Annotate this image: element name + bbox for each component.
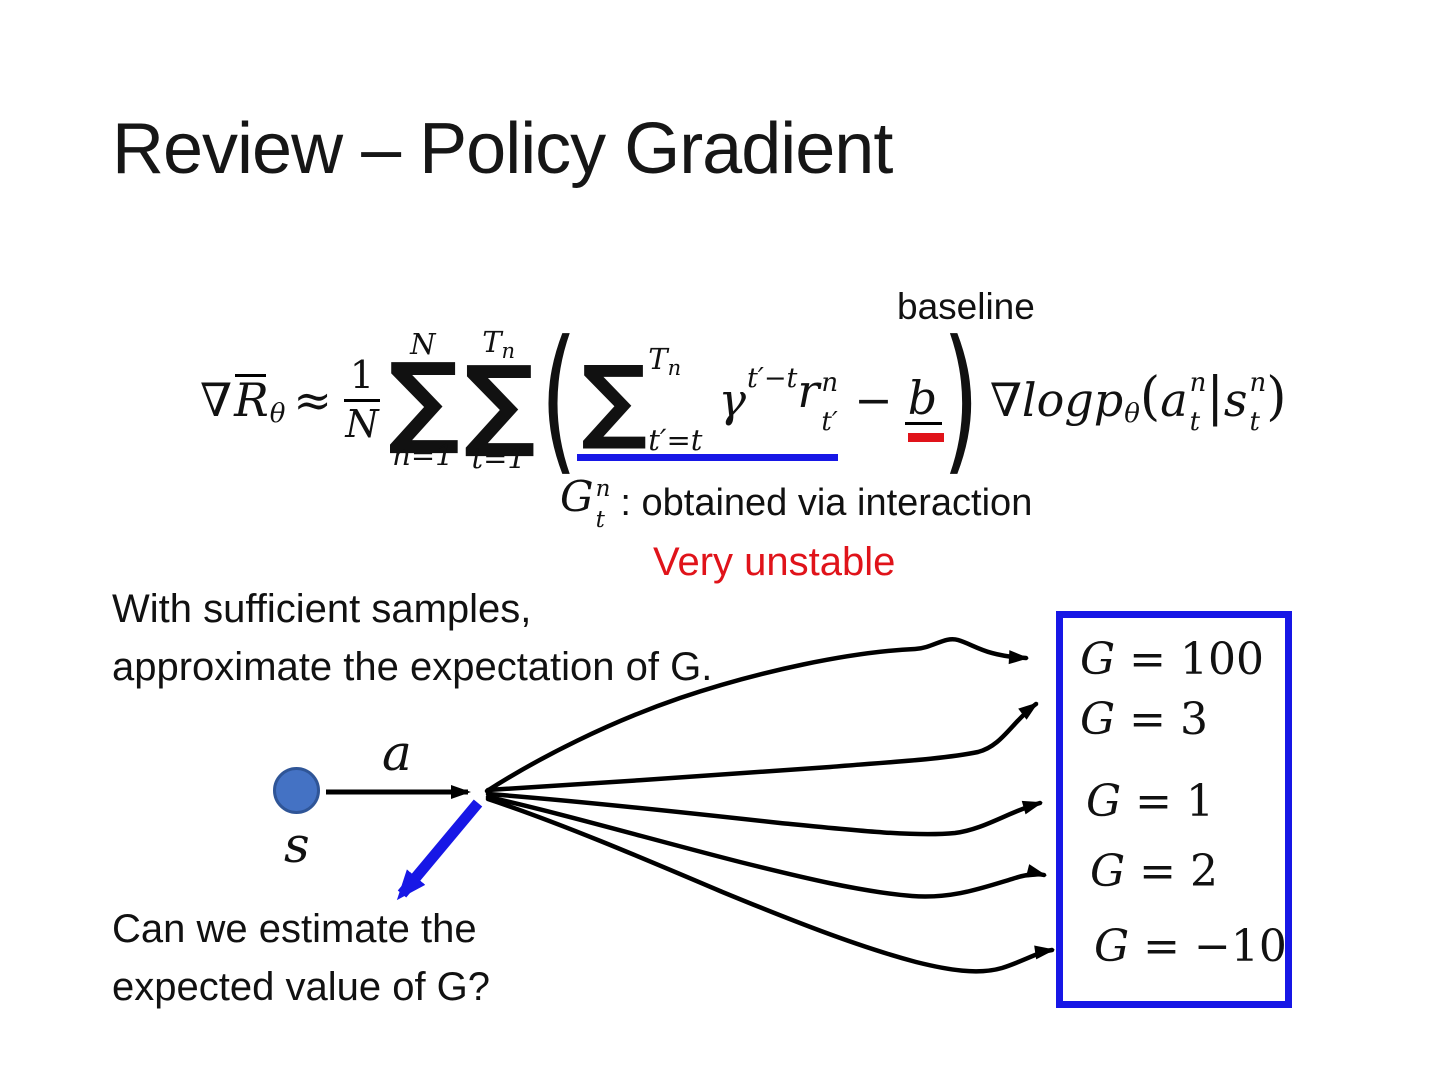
action-label: a bbox=[382, 724, 412, 782]
g-subscript: t bbox=[595, 507, 605, 533]
grad-log-symbol: ∇logp bbox=[989, 373, 1124, 427]
g-return-underlined-group: ∑ Tn t′=t γ t′−t r n t′ bbox=[577, 345, 842, 461]
g-value-row: G = 2 bbox=[1090, 850, 1218, 894]
t-subscript: n bbox=[501, 338, 516, 363]
g-value-row: G = 100 bbox=[1080, 638, 1264, 682]
baseline-label: baseline bbox=[897, 286, 1035, 327]
gradient-lhs: ∇ R θ bbox=[200, 373, 285, 429]
trajectory-path-3 bbox=[485, 791, 1043, 837]
g-symbol: G bbox=[1080, 634, 1116, 685]
sum-n-lower-limit: n=1 bbox=[392, 438, 454, 472]
state-subscript: t bbox=[1249, 406, 1260, 437]
g-symbol: G bbox=[1080, 694, 1116, 745]
gamma-exponent: t′−t bbox=[746, 363, 798, 394]
trajectory-path-2 bbox=[485, 701, 1039, 793]
g-annotation-text: : obtained via interaction bbox=[620, 481, 1033, 524]
g-symbol: G bbox=[1094, 921, 1130, 972]
arg-close-paren: ) bbox=[1266, 367, 1287, 427]
samples-text: With sufficient samples, approximate the… bbox=[112, 580, 712, 696]
t-subscript: n bbox=[667, 356, 682, 380]
question-text: Can we estimate the expected value of G? bbox=[112, 900, 490, 1016]
discount-term: γ t′−t bbox=[718, 363, 797, 427]
policy-gradient-formula: ∇ R θ ≈ 1 N N ∑ n=1 Tn ∑ t=1 ( ∑ Tn t′=t bbox=[200, 316, 1287, 484]
g-value-row: G = 3 bbox=[1080, 698, 1208, 742]
g-value: = 3 bbox=[1129, 694, 1209, 745]
fraction-numerator: 1 bbox=[349, 352, 375, 397]
g-symbol: G bbox=[1090, 846, 1126, 897]
fraction-bar bbox=[343, 398, 380, 402]
nabla-symbol: ∇ bbox=[200, 373, 233, 427]
approx-symbol: ≈ bbox=[293, 373, 332, 427]
inner-sum: ∑ Tn t′=t bbox=[581, 345, 702, 455]
g-superscript: n bbox=[595, 476, 611, 502]
state-symbol: s bbox=[1223, 373, 1248, 427]
sum-t-lower-limit: t=1 bbox=[471, 440, 526, 475]
g-value: = 100 bbox=[1129, 634, 1264, 685]
action-superscript: n bbox=[1189, 367, 1207, 398]
question-line-2: expected value of G? bbox=[112, 965, 491, 1009]
g-value: = −10 bbox=[1143, 921, 1287, 972]
one-over-n-fraction: 1 N bbox=[343, 352, 380, 446]
open-paren: ( bbox=[539, 307, 577, 492]
r-bar-symbol: R bbox=[234, 373, 269, 427]
g-value: = 1 bbox=[1135, 776, 1215, 827]
warning-text: Very unstable bbox=[653, 540, 896, 584]
red-underline-mark bbox=[907, 433, 944, 442]
policy-theta-subscript: θ bbox=[1124, 399, 1140, 429]
gamma-symbol: γ bbox=[718, 373, 746, 427]
fraction-denominator: N bbox=[345, 401, 379, 446]
arg-open-paren: ( bbox=[1139, 367, 1161, 427]
sum-n-upper-limit: N bbox=[410, 327, 436, 361]
reward-superscript: n bbox=[821, 367, 839, 398]
inner-sum-upper-limit: Tn bbox=[648, 345, 702, 379]
g-symbol: G bbox=[1086, 776, 1122, 827]
g-values-box bbox=[1056, 611, 1292, 1008]
theta-subscript: θ bbox=[269, 399, 286, 429]
t-symbol: T bbox=[482, 324, 502, 359]
state-node bbox=[273, 767, 320, 814]
action-symbol: a bbox=[1160, 373, 1188, 427]
g-symbol: G bbox=[560, 472, 594, 521]
state-superscript: n bbox=[1249, 367, 1267, 398]
minus-sign: − bbox=[854, 373, 893, 427]
sum-t-upper-limit: Tn bbox=[482, 324, 516, 363]
samples-line-1: With sufficient samples, bbox=[112, 587, 532, 631]
underline-highlight bbox=[577, 454, 839, 461]
baseline-b-term: b bbox=[904, 375, 944, 442]
baseline-b-symbol: b bbox=[904, 375, 943, 425]
close-paren: ) bbox=[942, 307, 980, 492]
action-subscript: t bbox=[1189, 406, 1201, 437]
inner-sum-lower-limit: t′=t bbox=[648, 423, 703, 457]
reward-scripts: n t′ bbox=[821, 370, 838, 435]
trajectory-path-4 bbox=[485, 794, 1047, 899]
reward-symbol: r bbox=[797, 363, 820, 418]
sigma-symbol: ∑ bbox=[387, 341, 460, 458]
inner-sum-limits: Tn t′=t bbox=[648, 345, 702, 455]
g-value-row: G = −10 bbox=[1094, 925, 1287, 969]
g-value: = 2 bbox=[1139, 846, 1219, 897]
sigma-symbol: ∑ bbox=[581, 346, 647, 454]
sum-over-t: Tn ∑ t=1 bbox=[463, 324, 536, 475]
estimate-arrow bbox=[396, 799, 483, 901]
page-title: Review – Policy Gradient bbox=[112, 109, 893, 189]
question-line-1: Can we estimate the bbox=[112, 907, 477, 951]
sum-over-n: N ∑ n=1 bbox=[387, 327, 460, 472]
trajectory-path-5 bbox=[485, 796, 1055, 974]
reward-subscript: t′ bbox=[821, 406, 838, 437]
sigma-symbol: ∑ bbox=[463, 343, 536, 461]
g-value-row: G = 1 bbox=[1086, 780, 1214, 824]
reward-term: r n t′ bbox=[797, 363, 838, 435]
state-label: s bbox=[284, 816, 310, 874]
conditional-bar: | bbox=[1206, 367, 1224, 427]
t-symbol: T bbox=[648, 342, 668, 376]
samples-line-2: approximate the expectation of G. bbox=[112, 645, 713, 689]
